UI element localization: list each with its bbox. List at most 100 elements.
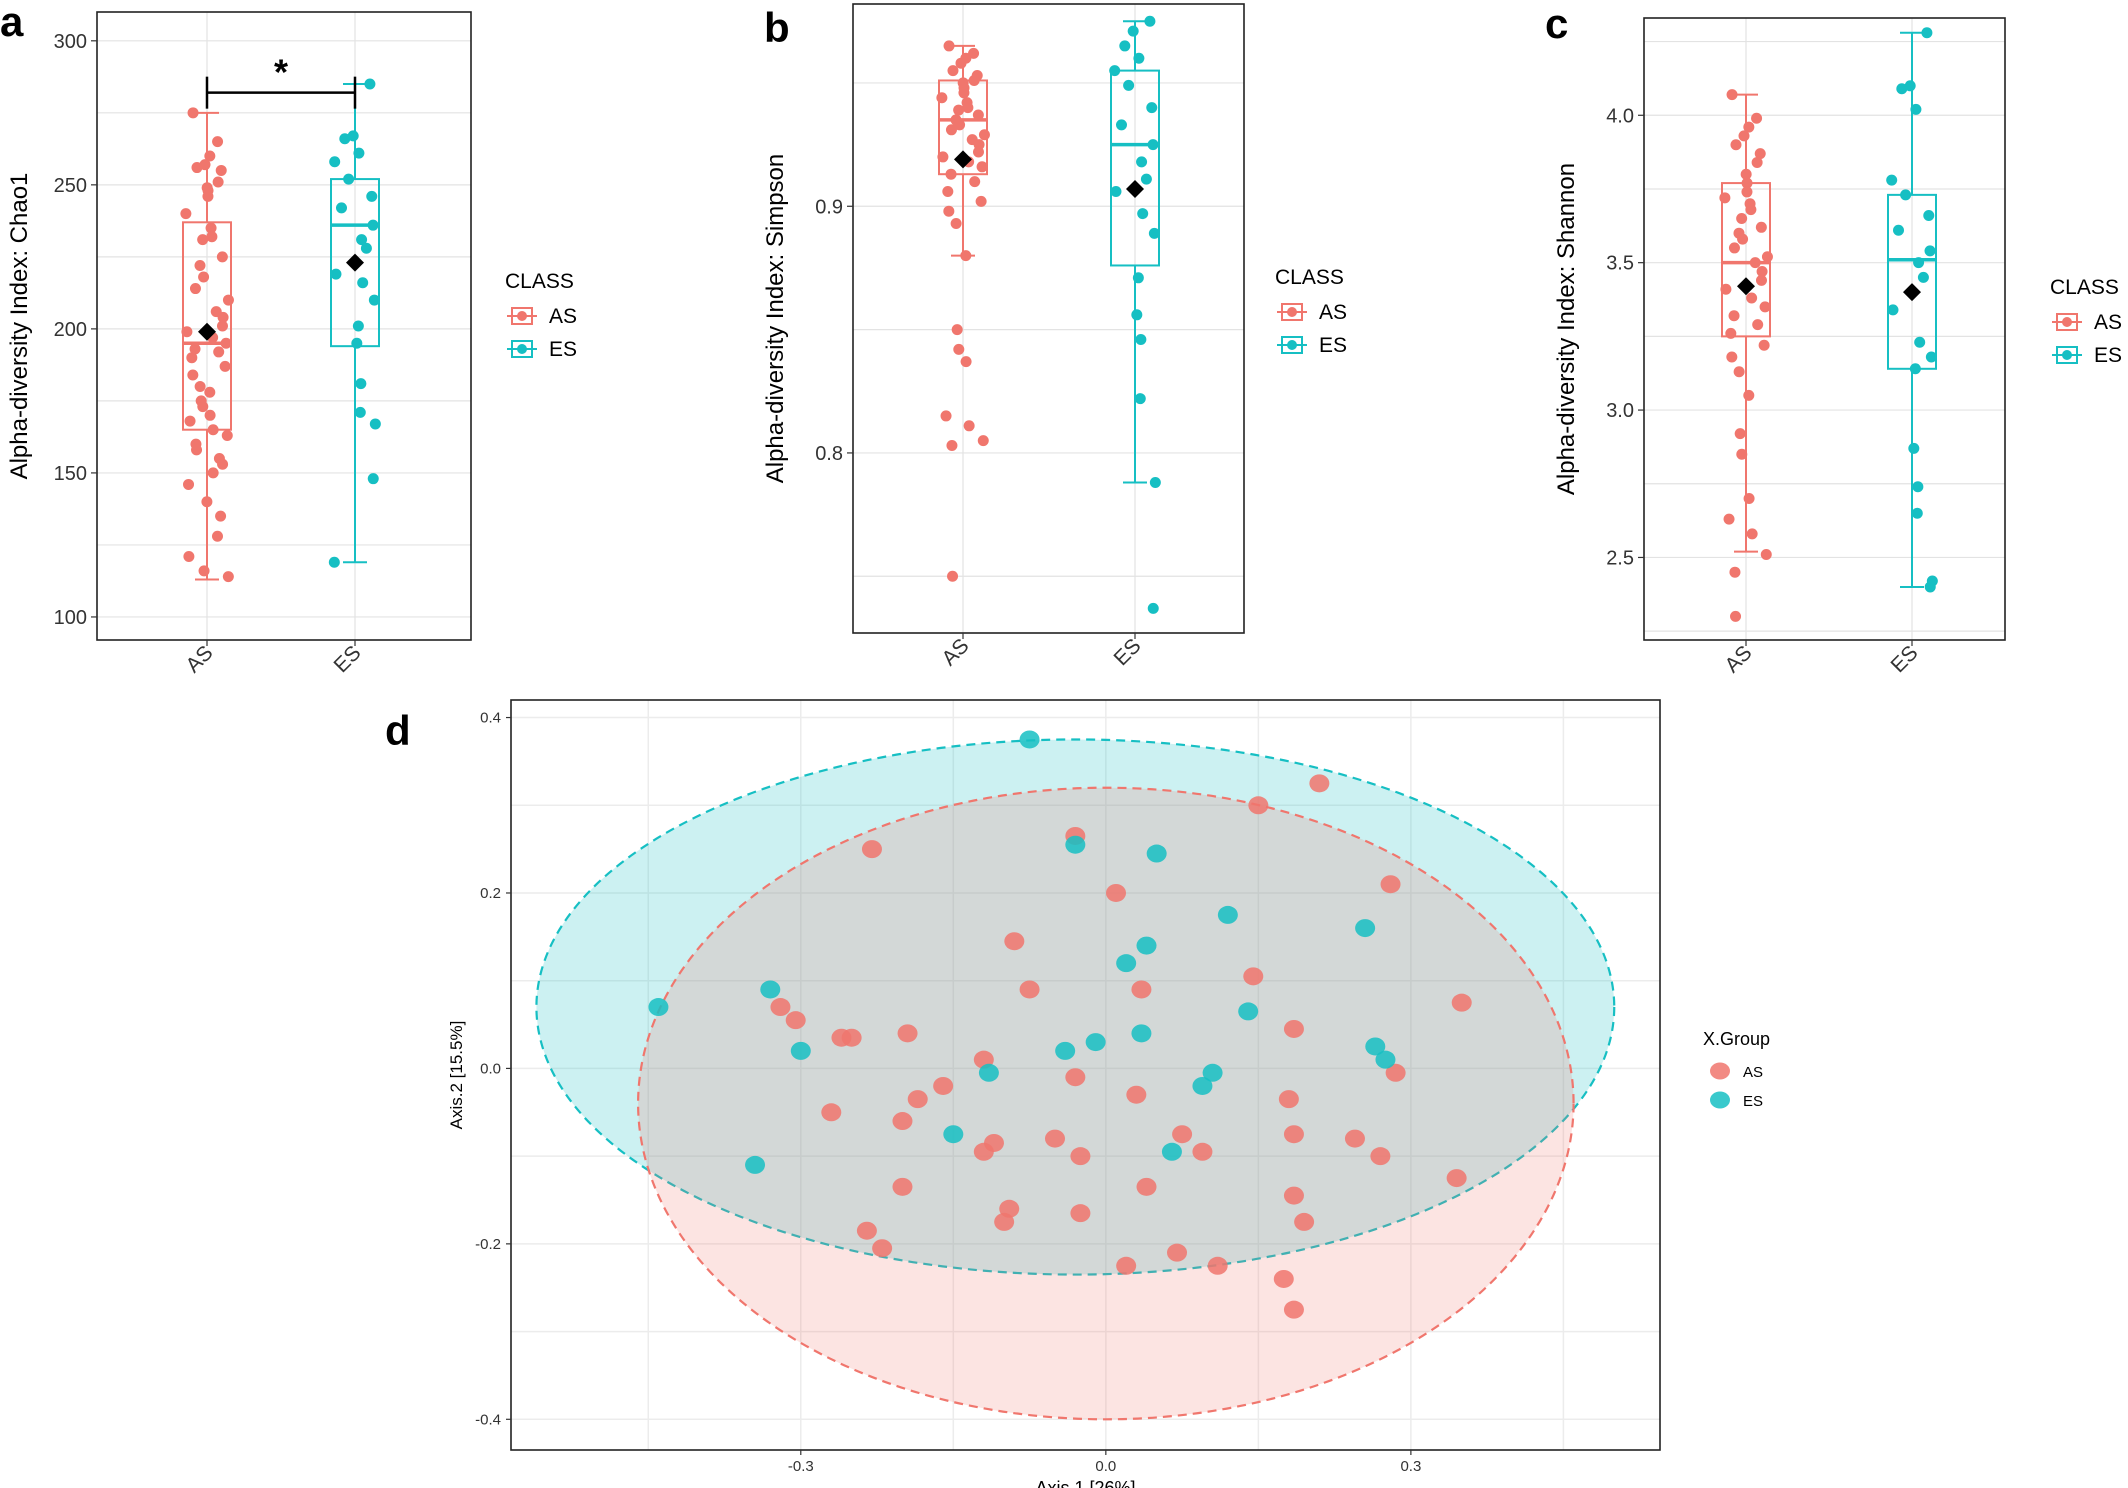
b-point-AS bbox=[953, 104, 965, 116]
d-point-AS bbox=[1136, 1177, 1157, 1196]
c-point-AS bbox=[1725, 327, 1737, 339]
c-point-ES bbox=[1893, 224, 1905, 236]
a-point-AS bbox=[212, 136, 224, 148]
c-point-AS bbox=[1746, 528, 1758, 540]
a-point-AS bbox=[204, 150, 216, 162]
b-point-ES bbox=[1147, 139, 1159, 151]
b-legend-box-AS bbox=[1281, 303, 1303, 321]
c-point-AS bbox=[1734, 428, 1746, 440]
c-point-ES bbox=[1923, 210, 1935, 222]
c-point-ES bbox=[1911, 507, 1923, 519]
a-point-ES bbox=[354, 406, 366, 418]
c-mean-marker-AS bbox=[1737, 277, 1755, 296]
d-point-AS bbox=[1344, 1129, 1365, 1148]
d-point-AS bbox=[897, 1024, 918, 1043]
c-point-AS bbox=[1743, 121, 1755, 133]
d-point-AS bbox=[973, 1142, 994, 1161]
d-point-AS bbox=[1278, 1090, 1299, 1109]
d-point-AS bbox=[1207, 1256, 1228, 1275]
a-mean-marker-ES bbox=[346, 253, 364, 272]
c-point-AS bbox=[1736, 212, 1748, 224]
a-point-AS bbox=[207, 424, 219, 436]
a-point-AS bbox=[184, 415, 196, 427]
b-point-ES bbox=[1135, 333, 1147, 345]
c-point-AS bbox=[1736, 448, 1748, 460]
d-point-ES bbox=[1019, 730, 1040, 749]
d-point-ES bbox=[790, 1041, 811, 1060]
a-point-ES bbox=[351, 337, 363, 349]
d-point-AS bbox=[770, 998, 791, 1017]
d-point-AS bbox=[1294, 1212, 1315, 1231]
a-point-AS bbox=[180, 208, 192, 220]
b-point-AS bbox=[976, 161, 988, 173]
d-point-ES bbox=[648, 998, 669, 1017]
b-legend-label-ES: ES bbox=[1319, 334, 1347, 357]
a-point-AS bbox=[207, 467, 219, 479]
a-point-ES bbox=[339, 133, 351, 145]
b-point-AS bbox=[969, 176, 981, 188]
a-point-AS bbox=[198, 565, 210, 577]
c-point-AS bbox=[1743, 389, 1755, 401]
c-point-ES bbox=[1921, 27, 1933, 39]
d-point-AS bbox=[872, 1239, 893, 1258]
c-legend-label-AS: AS bbox=[2094, 311, 2122, 334]
a-point-ES bbox=[368, 294, 380, 306]
a-xtick-label-ES: ES bbox=[329, 641, 365, 677]
d-point-AS bbox=[1019, 980, 1040, 999]
a-point-ES bbox=[328, 556, 340, 568]
d-point-AS bbox=[1172, 1125, 1193, 1144]
a-point-AS bbox=[187, 369, 199, 381]
c-point-ES bbox=[1887, 304, 1899, 316]
d-confidence-ellipse-AS bbox=[637, 786, 1575, 1421]
a-point-ES bbox=[330, 268, 342, 280]
a-legend-label-ES: ES bbox=[549, 338, 577, 361]
d-point-AS bbox=[1283, 1186, 1304, 1205]
a-ytick-label: 200 bbox=[54, 319, 87, 341]
a-point-ES bbox=[347, 130, 359, 142]
panel-d-letter: d bbox=[385, 707, 411, 754]
d-xlabel: Axis.1 [26%] bbox=[1035, 1478, 1135, 1488]
c-xtick-label-ES: ES bbox=[1886, 641, 1922, 677]
d-point-AS bbox=[861, 840, 882, 859]
b-legend-box-ES bbox=[1281, 336, 1303, 354]
a-point-ES bbox=[352, 320, 364, 332]
d-point-AS bbox=[994, 1212, 1015, 1231]
b-point-ES bbox=[1133, 52, 1145, 64]
c-point-ES bbox=[1908, 442, 1920, 454]
d-point-AS bbox=[1070, 1147, 1091, 1166]
c-point-AS bbox=[1759, 301, 1771, 313]
a-point-AS bbox=[216, 320, 228, 332]
d-point-AS bbox=[1126, 1085, 1147, 1104]
d-point-ES bbox=[1146, 844, 1167, 863]
b-point-ES bbox=[1110, 185, 1122, 197]
c-mean-marker-ES bbox=[1903, 283, 1921, 302]
d-ytick-label: 0.4 bbox=[480, 710, 501, 727]
c-ytick-label: 4.0 bbox=[1606, 105, 1634, 127]
b-point-AS bbox=[947, 65, 959, 77]
d-point-AS bbox=[1065, 1068, 1086, 1087]
b-point-AS bbox=[936, 92, 948, 104]
d-point-AS bbox=[933, 1076, 954, 1095]
d-ytick-label: 0.0 bbox=[480, 1060, 501, 1077]
d-point-ES bbox=[1136, 936, 1157, 955]
a-point-AS bbox=[197, 234, 209, 246]
c-point-ES bbox=[1924, 245, 1936, 257]
c-point-ES bbox=[1904, 80, 1916, 92]
c-point-ES bbox=[1900, 189, 1912, 201]
d-confidence-ellipse-ES bbox=[535, 738, 1616, 1276]
a-point-AS bbox=[189, 283, 201, 295]
c-ylabel: Alpha-diversity Index: Shannon bbox=[1553, 163, 1580, 495]
a-point-ES bbox=[343, 173, 355, 185]
d-point-AS bbox=[1283, 1019, 1304, 1038]
a-point-AS bbox=[217, 458, 229, 470]
c-point-ES bbox=[1886, 174, 1898, 186]
a-point-AS bbox=[215, 510, 227, 522]
b-point-AS bbox=[946, 440, 958, 452]
a-point-AS bbox=[204, 386, 216, 398]
d-point-ES bbox=[1217, 905, 1238, 924]
a-point-AS bbox=[205, 222, 217, 234]
c-point-AS bbox=[1745, 204, 1757, 216]
d-xtick-label: 0.3 bbox=[1400, 1458, 1421, 1475]
a-point-AS bbox=[221, 429, 233, 441]
